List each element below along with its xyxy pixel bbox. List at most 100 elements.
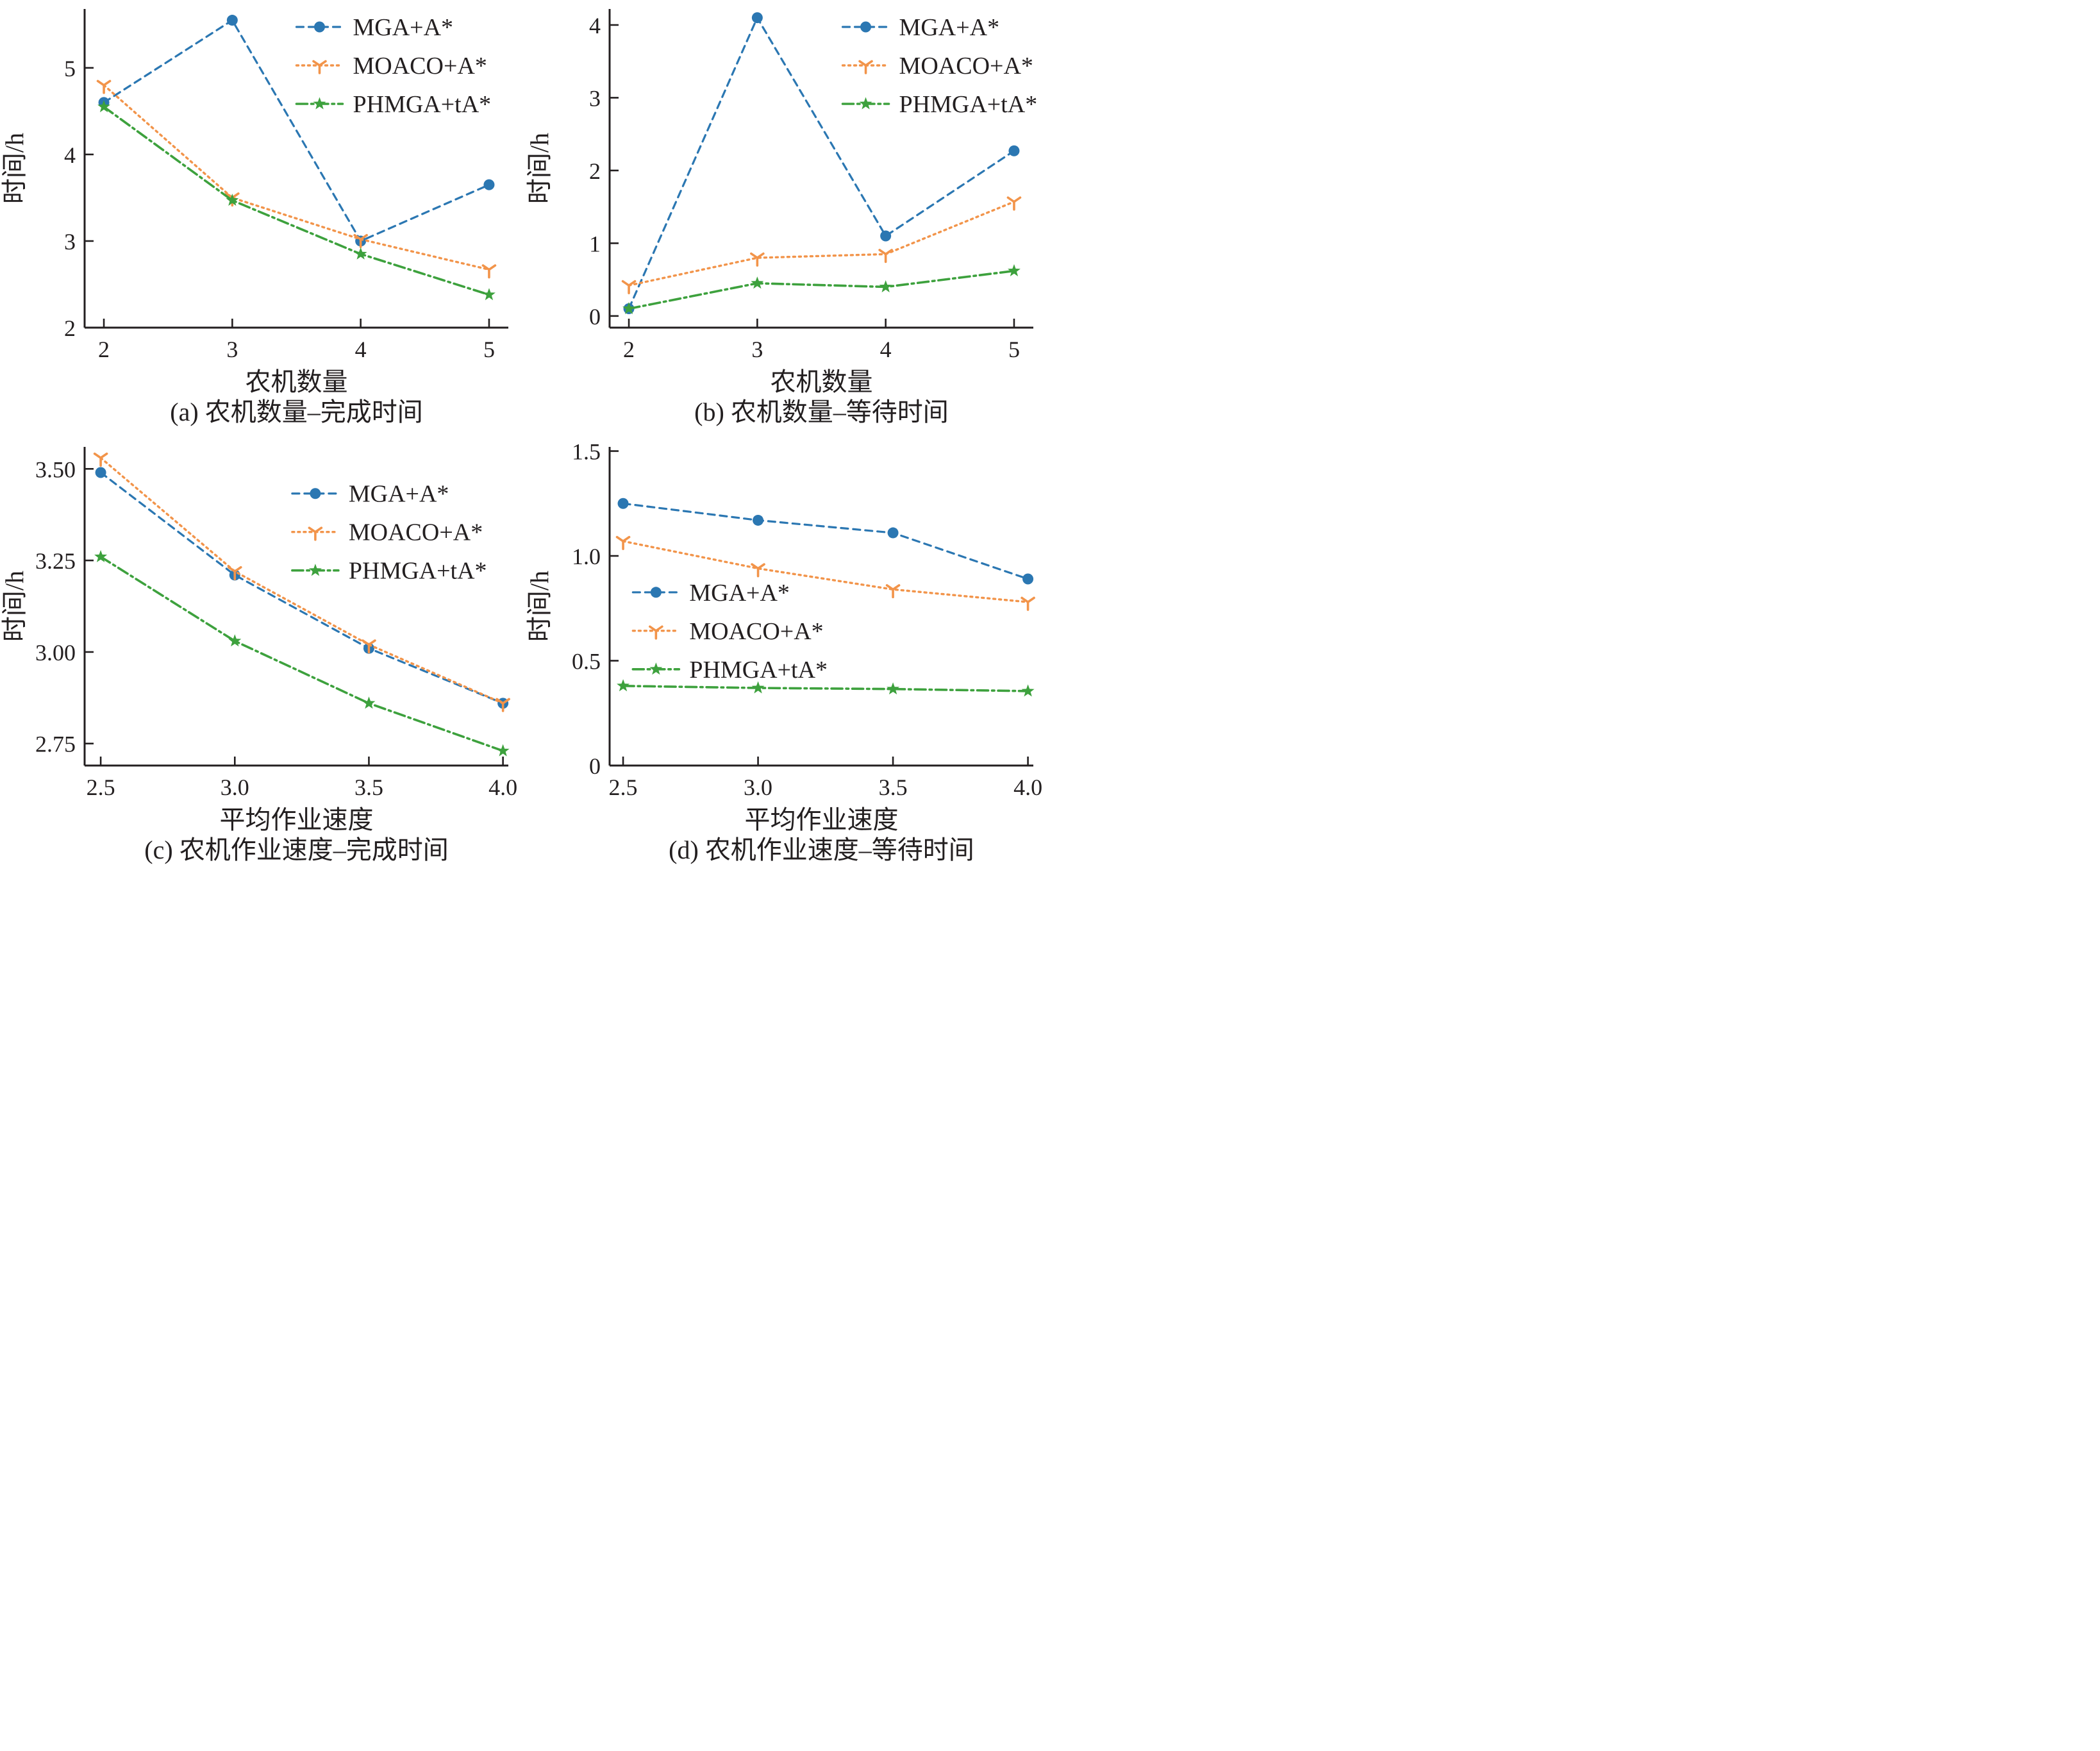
- series-line: [622, 540, 1029, 603]
- series-tri-down: [93, 452, 510, 712]
- series-line: [628, 15, 1015, 310]
- series-line: [622, 684, 1029, 692]
- legend-label: MGA+A*: [353, 14, 454, 41]
- legend-item: MGA+A*: [291, 481, 449, 508]
- legend-label: PHMGA+tA*: [353, 91, 492, 118]
- legend-label: MGA+A*: [689, 580, 790, 607]
- y-tick-label: 3: [64, 229, 76, 255]
- legend-item: PHMGA+tA*: [841, 91, 1038, 118]
- x-tick-label: 4: [355, 337, 367, 362]
- data-point-marker: [878, 249, 893, 264]
- data-point-marker: [753, 514, 764, 526]
- data-point-marker: [1008, 264, 1021, 276]
- legend-label: PHMGA+tA*: [899, 91, 1038, 118]
- axes: 2 3 4 5 2 3 4 5 农机数量 时间/h: [0, 9, 508, 396]
- series-line: [99, 471, 504, 705]
- y-tick-label: 0: [589, 753, 601, 779]
- data-point-marker: [496, 698, 510, 712]
- x-tick-label: 5: [483, 337, 495, 362]
- x-tick-label: 2.5: [609, 775, 638, 800]
- series-line: [99, 457, 504, 705]
- data-point-marker: [621, 280, 637, 294]
- series-circle: [617, 498, 1034, 585]
- chart-b: 0 1 2 3 4 2 3 4 5 农机数量 时间/h MGA+A* MOACO+A* PHMGA+tA*…: [525, 0, 1050, 438]
- series-line: [628, 201, 1015, 287]
- series-star: [622, 264, 1021, 314]
- data-point-marker: [496, 744, 510, 757]
- data-point-marker: [226, 15, 238, 26]
- data-point-marker: [751, 276, 764, 289]
- series-circle: [98, 15, 495, 247]
- legend-item: MOACO+A*: [295, 53, 487, 80]
- chart-a: 2 3 4 5 2 3 4 5 农机数量 时间/h MGA+A* MOACO+A* PHMGA+tA* …: [0, 0, 525, 438]
- data-point-marker: [751, 563, 765, 578]
- axes: 2.75 3.00 3.25 3.50 2.5 3.0 3.5 4.0 平均作业速度 时间/h: [0, 447, 517, 834]
- series-star: [97, 100, 496, 301]
- data-point-marker: [354, 247, 367, 260]
- y-tick-label: 4: [64, 142, 76, 168]
- legend-label: MGA+A*: [899, 14, 1000, 41]
- x-axis-label: 农机数量: [771, 367, 873, 396]
- data-point-marker: [227, 566, 242, 581]
- x-tick-label: 3: [226, 337, 238, 362]
- axes: 0 1 2 3 4 2 3 4 5 农机数量 时间/h: [525, 9, 1033, 396]
- data-point-marker: [751, 12, 763, 24]
- y-tick-label: 1.5: [572, 439, 601, 465]
- y-tick-label: 3: [589, 85, 601, 111]
- data-point-marker: [885, 584, 901, 599]
- legend-item: MGA+A*: [841, 14, 1000, 41]
- series-tri-down: [621, 196, 1022, 294]
- legend: MGA+A* MOACO+A* PHMGA+tA*: [295, 14, 492, 118]
- x-tick-label: 3.5: [879, 775, 908, 800]
- figure-panel: 2 3 4 5 2 3 4 5 农机数量 时间/h MGA+A* MOACO+A* PHMGA+tA* …: [0, 0, 1050, 876]
- data-point-marker: [483, 179, 495, 190]
- axes: 0 0.5 1.0 1.5 2.5 3.0 3.5 4.0 平均作业速度 时间/h: [525, 439, 1042, 834]
- x-tick-label: 3.5: [354, 775, 383, 800]
- data-point-marker: [96, 80, 112, 94]
- x-tick-label: 4.0: [1013, 775, 1042, 800]
- y-tick-label: 5: [64, 56, 76, 81]
- series-star: [94, 549, 510, 757]
- data-point-marker: [483, 288, 496, 301]
- series-line: [103, 105, 490, 296]
- y-tick-label: 1.0: [572, 544, 601, 569]
- data-point-marker: [880, 230, 892, 242]
- chart-c-canvas: 2.75 3.00 3.25 3.50 2.5 3.0 3.5 4.0 平均作业速度 时间/h MG…: [0, 447, 517, 834]
- legend-item: PHMGA+tA*: [291, 558, 487, 585]
- y-tick-label: 3.25: [35, 548, 76, 574]
- legend-marker: [313, 97, 326, 110]
- legend: MGA+A* MOACO+A* PHMGA+tA*: [631, 580, 828, 683]
- legend-marker: [649, 625, 663, 640]
- data-point-marker: [615, 535, 631, 550]
- data-point-marker: [879, 280, 892, 292]
- data-point-marker: [617, 679, 629, 692]
- x-tick-label: 4.0: [488, 775, 517, 800]
- legend-label: PHMGA+tA*: [689, 657, 828, 683]
- x-axis-label: 平均作业速度: [220, 805, 374, 834]
- legend: MGA+A* MOACO+A* PHMGA+tA*: [841, 14, 1038, 118]
- legend-item: MGA+A*: [295, 14, 454, 41]
- y-tick-label: 3.50: [35, 457, 76, 482]
- data-point-marker: [94, 549, 108, 562]
- data-point-marker: [353, 233, 368, 249]
- legend-item: PHMGA+tA*: [295, 91, 492, 118]
- x-tick-label: 2: [623, 337, 635, 362]
- legend-marker: [858, 60, 873, 74]
- legend-label: MOACO+A*: [349, 519, 483, 546]
- data-point-marker: [1006, 196, 1022, 211]
- chart-grid: 2 3 4 5 2 3 4 5 农机数量 时间/h MGA+A* MOACO+A* PHMGA+tA* …: [0, 0, 1050, 876]
- y-tick-label: 2.75: [35, 732, 76, 757]
- data-point-marker: [228, 634, 242, 647]
- series-line: [628, 269, 1015, 310]
- y-tick-label: 3.00: [35, 640, 76, 666]
- legend-marker: [650, 587, 662, 598]
- chart-c: 2.75 3.00 3.25 3.50 2.5 3.0 3.5 4.0 平均作业速度 时间/h MG…: [0, 438, 525, 876]
- x-tick-label: 2: [98, 337, 110, 362]
- x-tick-label: 5: [1008, 337, 1020, 362]
- data-point-marker: [1021, 684, 1035, 697]
- data-point-marker: [95, 467, 106, 478]
- data-point-marker: [1008, 145, 1020, 156]
- data-point-marker: [362, 639, 376, 654]
- data-point-marker: [1022, 573, 1034, 585]
- x-axis-label: 农机数量: [246, 367, 348, 396]
